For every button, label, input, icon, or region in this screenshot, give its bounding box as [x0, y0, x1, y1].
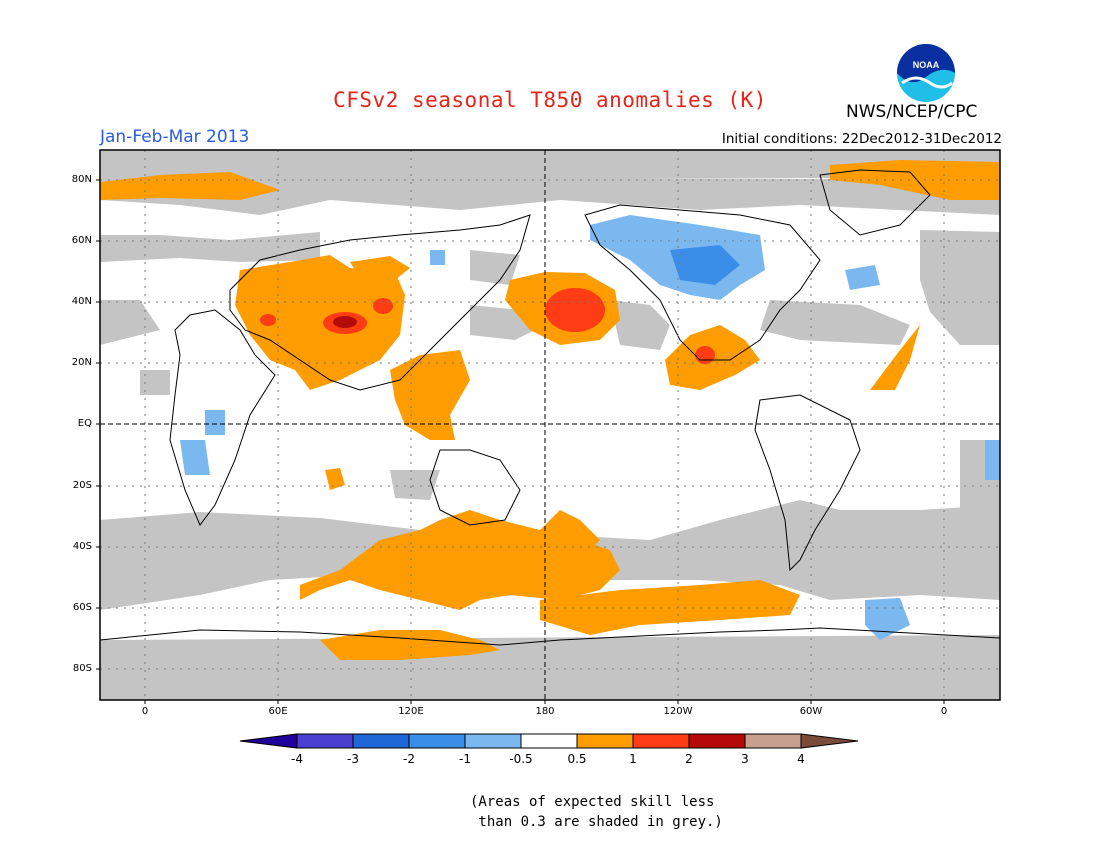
- map-frame: [99, 149, 1001, 701]
- cold-anomaly-mid-blue: [670, 245, 740, 285]
- noaa-logo-text: NOAA: [913, 60, 940, 70]
- grid-lines: [100, 150, 1000, 700]
- colorbar-swatch: [520, 733, 578, 749]
- colorbar-label: 4: [797, 752, 805, 766]
- lat-label: 20S: [72, 480, 92, 491]
- initial-conditions-label: Initial conditions: 22Dec2012-31Dec2012: [721, 131, 1002, 147]
- coastlines: [99, 169, 1001, 646]
- lat-label: 40N: [71, 296, 92, 307]
- colorbar-label: -4: [291, 752, 303, 766]
- colorbar-label: -3: [347, 752, 359, 766]
- colorbar-swatch: [352, 733, 410, 749]
- map-title: CFSv2 seasonal T850 anomalies (K): [333, 88, 767, 112]
- strong-warm-anomaly-red: [260, 288, 715, 364]
- colorbar-swatch: [576, 733, 634, 749]
- colorbar-swatch: [296, 733, 354, 749]
- colorbar-swatch: [239, 733, 298, 749]
- lat-label: 80N: [71, 174, 92, 185]
- colorbar-swatch: [800, 733, 859, 749]
- lat-label: 60S: [72, 602, 92, 613]
- agency-label: NWS/NCEP/CPC: [846, 102, 978, 122]
- lat-label: EQ: [77, 418, 92, 429]
- colorbar-label: -0.5: [509, 752, 533, 766]
- colorbar-swatch: [744, 733, 802, 749]
- colorbar-label: 3: [741, 752, 749, 766]
- colorbar-label: 0.5: [567, 752, 587, 766]
- lon-label: 180: [535, 706, 555, 717]
- lat-label: 40S: [72, 541, 92, 552]
- lon-label: 0: [940, 706, 948, 717]
- colorbar-label: 2: [685, 752, 693, 766]
- lon-label: 120W: [663, 706, 693, 717]
- lat-label: 60N: [71, 235, 92, 246]
- lon-label: 60W: [799, 706, 823, 717]
- colorbar-label: 1: [629, 752, 637, 766]
- colorbar-swatch: [408, 733, 466, 749]
- colorbar: [239, 733, 859, 749]
- colorbar-swatch: [688, 733, 746, 749]
- colorbar-label: -1: [459, 752, 471, 766]
- very-strong-warm-anomaly-darkred: [333, 316, 357, 328]
- lon-label: 120E: [398, 706, 424, 717]
- lat-label: 80S: [72, 663, 92, 674]
- colorbar-label: -2: [403, 752, 415, 766]
- skill-note: (Areas of expected skill less than 0.3 a…: [470, 794, 723, 830]
- axis-ticks: [96, 179, 945, 704]
- lon-label: 0: [141, 706, 149, 717]
- skill-shading-grey: [100, 150, 1000, 700]
- lon-label: 60E: [268, 706, 288, 717]
- noaa-logo: NOAA: [897, 44, 955, 102]
- colorbar-swatch: [464, 733, 522, 749]
- colorbar-swatch: [632, 733, 690, 749]
- season-label: Jan-Feb-Mar 2013: [100, 127, 250, 147]
- reference-lines: [100, 150, 1000, 700]
- lat-label: 20N: [71, 357, 92, 368]
